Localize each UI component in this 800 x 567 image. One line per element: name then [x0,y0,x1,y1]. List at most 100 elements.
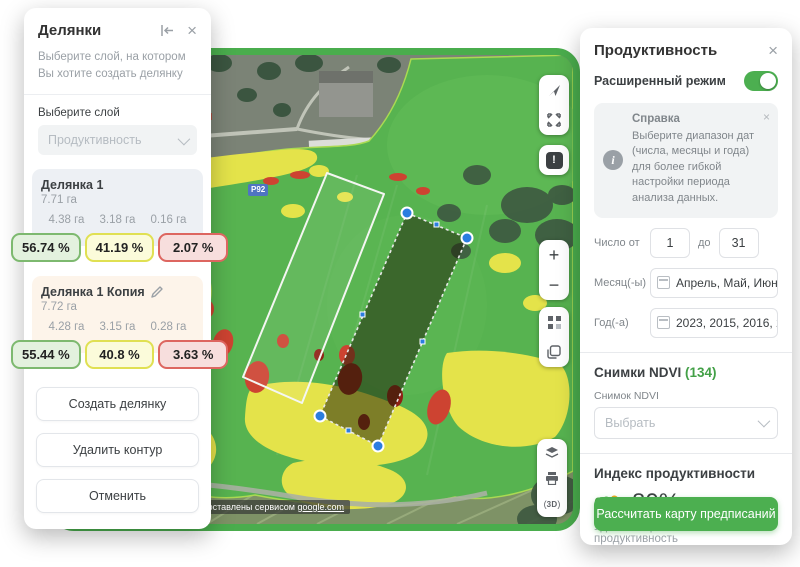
ndvi-title-text: Снимки NDVI [594,364,682,380]
plot-total-area: 7.71 га [41,194,77,207]
plot-total-area: 7.72 га [41,301,77,314]
chevron-down-icon [177,132,191,146]
calendar-icon [657,276,670,290]
layers-icon [545,446,559,458]
fullscreen-icon [547,113,561,127]
help-box: i × Справка Выберите диапазон дат (числа… [594,103,778,218]
divider [580,452,792,454]
advanced-mode-label: Расширенный режим [594,74,726,88]
months-input[interactable]: Апрель, Май, Июнь, И [650,267,778,298]
years-label: Год(-а) [594,316,629,329]
zoom-in-label: + [548,245,560,265]
layers-button[interactable] [537,439,567,465]
chevron-down-icon [757,415,771,428]
ndvi-select[interactable]: Выбрать [594,406,778,439]
calculate-prescription-map-button[interactable]: Рассчитать карту предписаний [594,497,778,531]
plot-name: Делянка 1 Копия [41,285,145,300]
plot-zone-areas: 4.28 га 3.15 га 0.28 га [41,321,194,333]
printer-icon [546,471,558,485]
view-tools: (3D) [537,439,567,517]
productivity-index-title: Индекс продуктивности [594,465,756,481]
fullscreen-button[interactable] [539,105,569,135]
layer-select-label: Выберите слой [38,107,120,120]
zone-area: 0.16 га [150,214,187,227]
locate-button[interactable] [539,75,569,105]
productivity-panel: Продуктивность × Расширенный режим i × С… [580,28,792,545]
zone-area: 4.28 га [48,321,85,334]
compare-layers-button[interactable] [539,337,569,367]
calendar-icon [657,316,670,330]
high-productivity-badge: 55.44 % [11,340,81,370]
info-icon: i [603,150,623,171]
low-productivity-badge: 2.07 % [158,233,229,263]
ndvi-select-placeholder: Выбрать [605,415,656,430]
plot-1-percentages: 56.74 % 41.19 % 2.07 % [11,233,229,263]
help-title: Справка [632,113,680,125]
years-value: 2023, 2015, 2016, 201 [676,315,777,330]
zone-area: 4.38 га [48,214,85,227]
location-arrow-icon [548,84,560,96]
panel-title: Делянки [38,22,102,39]
road-badge: Р92 [248,184,269,196]
close-icon[interactable]: × [187,21,197,40]
panel-title: Продуктивность [594,42,718,59]
cancel-button[interactable]: Отменить [36,479,199,514]
compare-icon [547,345,561,359]
advanced-mode-toggle[interactable] [744,71,778,91]
create-plot-button[interactable]: Создать делянку [36,387,199,422]
plot-2-percentages: 55.44 % 40.8 % 3.63 % [11,340,229,370]
plot-outline-2-selected [319,212,468,447]
zone-area: 0.28 га [150,321,187,334]
low-productivity-badge: 3.63 % [158,340,229,370]
3d-icon: 3D [546,499,558,509]
attribution-link[interactable]: google.com [297,502,345,512]
layer-select-value: Продуктивность [48,133,142,148]
panel-subtitle: Выберите слой, на котором Вы хотите созд… [24,45,211,96]
ndvi-section-title: Снимки NDVI (134) [594,365,778,380]
plot-name: Делянка 1 [41,178,104,193]
grid-view-button[interactable] [539,307,569,337]
zoom-in-button[interactable]: + [539,240,569,270]
years-input[interactable]: 2023, 2015, 2016, 201 [650,307,778,338]
collapse-panel-icon[interactable] [160,24,175,37]
rotate-arc: ) [557,499,561,509]
alert-button[interactable]: ! [539,145,569,175]
divider [580,351,792,353]
close-icon[interactable]: × [768,41,778,60]
plot-edit-handles [313,206,474,453]
zone-area: 3.18 га [99,214,136,227]
edit-pencil-icon[interactable] [151,286,163,299]
high-productivity-badge: 56.74 % [11,233,81,263]
day-to-label: до [698,236,711,249]
mid-productivity-badge: 41.19 % [84,233,155,263]
help-text: Выберите диапазон дат (числа, месяцы и г… [632,130,755,204]
plot-zone-areas: 4.38 га 3.18 га 0.16 га [41,214,194,226]
mid-productivity-badge: 40.8 % [84,340,155,370]
map-alert-control: ! [539,145,569,175]
layer-tools [539,307,569,367]
months-label: Месяц(-ы) [594,276,647,289]
plot-outline-1 [242,172,385,404]
ndvi-select-label: Снимок NDVI [594,389,659,402]
grid-icon [547,315,561,329]
map-nav-controls [539,75,569,135]
day-range-label: Число от [594,236,640,249]
zoom-controls: + − [539,240,569,300]
months-value: Апрель, Май, Июнь, И [676,275,778,290]
zone-area: 3.15 га [99,321,136,334]
ndvi-count: (134) [685,364,717,380]
rotate-arc: ( [543,499,547,509]
delete-contour-button[interactable]: Удалить контур [36,433,199,468]
help-close-icon[interactable]: × [762,110,770,124]
plots-panel: Делянки × Выберите слой, на котором Вы х… [11,8,229,530]
print-button[interactable] [537,465,567,491]
3d-view-button[interactable]: (3D) [537,491,567,517]
day-from-input[interactable]: 1 [650,227,690,258]
zoom-out-button[interactable]: − [539,270,569,300]
day-to-input[interactable]: 31 [718,227,759,258]
toggle-knob [760,73,776,89]
zoom-out-label: − [548,275,560,295]
alert-icon: ! [545,151,563,169]
layer-select[interactable]: Продуктивность [38,125,197,156]
